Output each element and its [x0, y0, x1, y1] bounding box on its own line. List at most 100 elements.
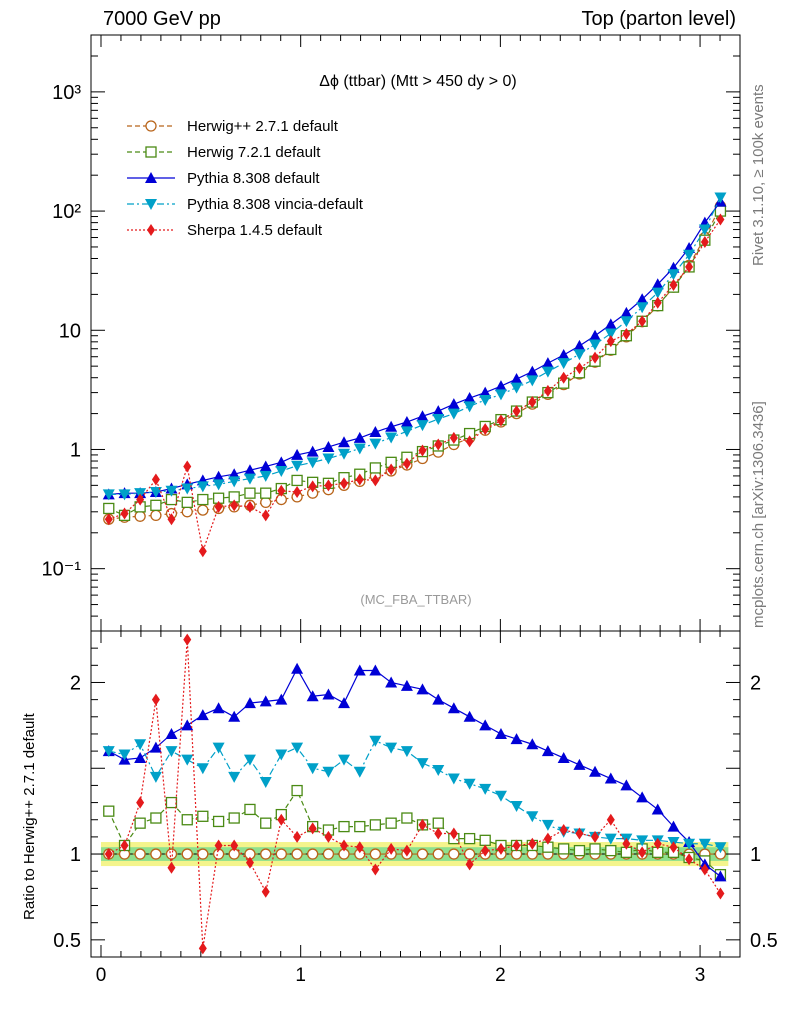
main-point-s2-33	[620, 306, 633, 318]
ratio-point-s3-17	[369, 735, 382, 747]
ratio-point-s4-23	[465, 858, 474, 871]
main-point-s3-33	[620, 316, 633, 328]
ratio-point-s3-5	[181, 754, 194, 766]
ratio-point-s2-2	[134, 751, 147, 763]
ratio-point-s1-31	[589, 843, 601, 855]
main-point-s4-17	[371, 474, 380, 487]
analysis-label: (MC_FBA_TTBAR)	[360, 592, 471, 607]
ratio-point-s0-17	[369, 848, 382, 860]
ratio-point-s3-14	[322, 766, 335, 778]
ratio-point-s1-17	[369, 819, 382, 831]
x-tick-label: 0	[96, 965, 107, 986]
ratio-point-s3-4	[165, 746, 178, 758]
ratio-point-s2-20	[416, 683, 429, 695]
ratio-point-s2-12	[291, 662, 304, 674]
main-point-s3-25	[494, 389, 507, 401]
main-point-s2-14	[322, 440, 335, 452]
main-point-s4-21	[434, 438, 443, 451]
main-point-s4-19	[402, 457, 411, 470]
ratio-y-tick-label: 0.5	[53, 930, 81, 952]
ratio-point-s2-15	[338, 697, 351, 709]
main-point-s3-8	[228, 476, 241, 488]
main-point-s2-9	[243, 464, 256, 476]
ratio-point-s2-5	[181, 719, 194, 731]
legend-marker-3	[145, 199, 157, 210]
ratio-series-line-1	[108, 789, 721, 876]
main-point-s0-10	[260, 496, 272, 509]
ratio-point-s2-36	[667, 820, 680, 832]
main-point-s0-2	[134, 510, 146, 522]
ratio-point-s2-25	[494, 727, 507, 739]
main-point-s4-5	[183, 460, 192, 473]
ratio-point-s3-23	[463, 778, 476, 790]
ratio-point-s3-21	[432, 764, 445, 776]
ratio-point-s3-32	[604, 833, 617, 845]
ratio-point-s3-9	[243, 754, 256, 766]
main-point-s3-22	[447, 408, 460, 420]
ratio-y-tick-label: 1	[70, 844, 81, 866]
ratio-point-s2-6	[196, 709, 209, 721]
main-point-s3-19	[400, 426, 413, 438]
main-point-s4-3	[151, 473, 160, 486]
main-point-s0-5	[181, 506, 193, 518]
main-point-s1-10	[260, 487, 272, 499]
ratio-point-s3-13	[306, 763, 319, 775]
ratio-point-s0-12	[291, 848, 303, 860]
ratio-series-line-4	[108, 639, 721, 949]
ratio-point-s4-25	[496, 842, 505, 855]
main-point-s4-27	[528, 396, 537, 409]
ratio-point-s3-7	[212, 742, 225, 754]
main-point-s2-27	[526, 365, 539, 377]
main-point-s2-21	[432, 405, 445, 417]
ratio-point-s4-12	[293, 830, 302, 843]
main-point-s3-17	[369, 438, 382, 450]
ratio-point-s3-0	[102, 746, 115, 758]
ratio-point-s4-32	[606, 813, 615, 826]
main-point-s4-6	[198, 545, 207, 558]
main-point-s2-24	[479, 386, 492, 398]
ratio-point-s2-19	[400, 679, 413, 691]
ratio-point-s3-26	[510, 801, 523, 813]
ratio-point-s1-10	[260, 817, 272, 829]
ratio-point-s1-32	[605, 844, 617, 857]
legend-marker-0	[145, 120, 157, 132]
main-point-s2-12	[291, 448, 304, 460]
main-point-s3-32	[604, 328, 617, 340]
header-left: 7000 GeV pp	[103, 8, 221, 30]
ratio-point-s2-33	[620, 779, 633, 791]
ratio-point-s2-3	[149, 741, 162, 753]
rivet-label: Rivet 3.1.10, ≥ 100k events	[750, 84, 767, 266]
ratio-point-s4-28	[543, 832, 552, 845]
legend-label-2: Pythia 8.308 default	[187, 170, 320, 187]
ratio-point-s3-15	[338, 754, 351, 766]
ratio-point-s4-19	[402, 844, 411, 857]
ratio-point-s0-21	[432, 848, 444, 860]
ratio-point-s1-7	[212, 815, 225, 828]
ratio-point-s1-24	[479, 834, 491, 846]
main-point-s3-29	[557, 358, 570, 370]
ratio-point-s0-22	[448, 848, 460, 860]
main-point-s4-9	[245, 500, 254, 513]
main-point-s2-20	[416, 410, 429, 422]
main-point-s2-30	[573, 339, 586, 351]
main-point-s4-15	[340, 477, 349, 490]
legend: Herwig++ 2.7.1 default Herwig 7.2.1 defau…	[127, 118, 364, 239]
ratio-point-s4-30	[575, 827, 584, 840]
main-point-s4-37	[685, 260, 694, 273]
main-point-s1-3	[150, 499, 162, 511]
main-point-s2-13	[306, 445, 319, 457]
ratio-point-s1-12	[291, 784, 303, 797]
ratio-point-s4-5	[183, 633, 192, 646]
main-point-s2-15	[338, 436, 351, 448]
ratio-point-s2-13	[306, 690, 319, 702]
ratio-point-s3-12	[291, 742, 304, 754]
main-point-s2-25	[494, 380, 507, 392]
ratio-point-s4-16	[355, 841, 364, 854]
ratio-point-s1-0	[103, 805, 115, 817]
main-point-s4-14	[324, 479, 333, 492]
ratio-point-s2-10	[259, 695, 272, 707]
ratio-point-s2-11	[275, 693, 288, 705]
main-y-tick-label: 10²	[52, 201, 81, 223]
main-point-s4-32	[606, 335, 615, 348]
